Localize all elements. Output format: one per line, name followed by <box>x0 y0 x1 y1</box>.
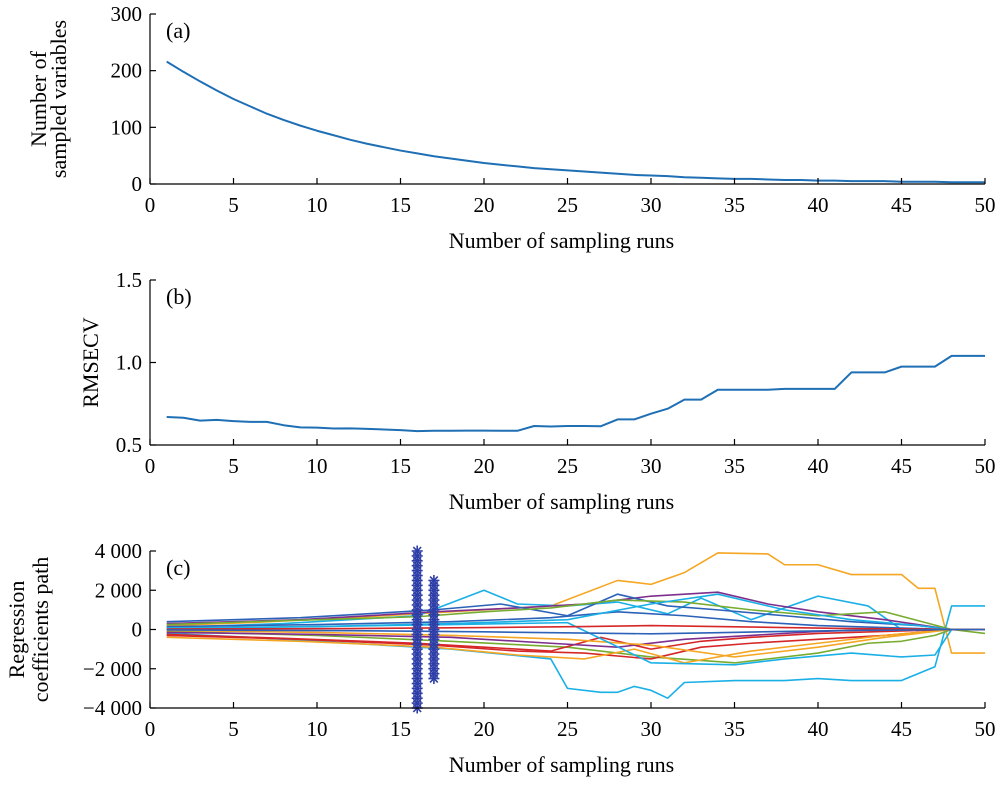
x-tick-label: 10 <box>307 717 328 741</box>
x-tick-label: 20 <box>474 454 495 478</box>
x-tick-label: 5 <box>228 454 239 478</box>
y-tick-label: 0 <box>132 618 143 642</box>
x-tick-label: 5 <box>228 717 239 741</box>
panel-label: (c) <box>166 555 190 580</box>
x-axis-title: Number of sampling runs <box>449 489 674 514</box>
x-tick-label: 25 <box>557 193 578 217</box>
series-line-17 <box>166 628 985 635</box>
panel-label: (a) <box>166 18 190 43</box>
series-line-1 <box>166 60 985 184</box>
y-tick-label: 300 <box>111 2 143 26</box>
x-tick-label: 15 <box>390 454 411 478</box>
x-tick-label: 35 <box>724 717 745 741</box>
y-tick-label: 2 000 <box>95 578 142 602</box>
series-line-8 <box>166 628 985 664</box>
series-group <box>166 354 985 433</box>
y-tick-label: −2 000 <box>83 657 142 681</box>
x-tick-label: 45 <box>891 454 912 478</box>
x-tick-label: 0 <box>145 717 156 741</box>
marker-star-stroke <box>412 546 422 556</box>
x-tick-label: 0 <box>145 193 156 217</box>
series-line-3 <box>166 589 985 631</box>
y-tick-label: −4 000 <box>83 696 142 720</box>
marker-run-1 <box>411 545 423 714</box>
y-tick-label: 100 <box>111 115 143 139</box>
series-line-14 <box>166 628 985 658</box>
marker-star <box>411 545 423 557</box>
panel-a: 0 5 10 15 20 25 30 35 40 45 50 0 100 200 300 Number of … <box>26 2 996 253</box>
series-line-11 <box>166 611 985 631</box>
x-tick-label: 35 <box>724 454 745 478</box>
x-tick-label: 50 <box>975 193 996 217</box>
y-axis-title-line-1: Number of <box>26 50 51 147</box>
x-tick-label: 40 <box>808 193 829 217</box>
x-tick-label: 35 <box>724 193 745 217</box>
series-line-5 <box>166 591 985 631</box>
series-line-1 <box>166 354 985 433</box>
x-tick-label: 30 <box>641 717 662 741</box>
x-tick-label: 10 <box>307 454 328 478</box>
panel-label: (b) <box>166 284 192 309</box>
x-tick-label: 25 <box>557 454 578 478</box>
series-line-4 <box>166 628 986 664</box>
panel-b: 0 5 10 15 20 25 30 35 40 45 50 0.5 1.0 1.5 Number of s… <box>78 268 996 514</box>
x-axis-title: Number of sampling runs <box>449 752 674 777</box>
y-tick-label: 200 <box>111 59 143 83</box>
y-tick-label: 4 000 <box>95 539 142 563</box>
x-tick-label: 0 <box>145 454 156 478</box>
x-tick-label: 40 <box>808 454 829 478</box>
y-tick-label: 1.0 <box>116 351 142 375</box>
x-tick-label: 50 <box>975 717 996 741</box>
y-axis-title-line-1: Regression <box>4 581 29 679</box>
x-tick-label: 45 <box>891 193 912 217</box>
marker-star <box>428 574 440 586</box>
x-tick-label: 15 <box>390 193 411 217</box>
x-tick-label: 25 <box>557 717 578 741</box>
x-axis-title: Number of sampling runs <box>449 228 674 253</box>
y-axis-title-line-2: sampled variables <box>46 20 71 178</box>
y-axis-title-line-1: RMSECV <box>78 317 103 408</box>
y-tick-label: 1.5 <box>116 268 142 292</box>
marker-run-2 <box>428 574 440 685</box>
series-line-15 <box>166 621 985 666</box>
series-group <box>166 60 985 184</box>
y-axis-title-line-2: coefficients path <box>28 557 53 703</box>
series-group <box>166 552 986 699</box>
x-tick-label: 40 <box>808 717 829 741</box>
series-line-9 <box>166 599 985 631</box>
x-tick-label: 30 <box>641 454 662 478</box>
y-tick-label: 0 <box>132 172 143 196</box>
x-tick-label: 20 <box>474 193 495 217</box>
x-tick-label: 50 <box>975 454 996 478</box>
x-tick-label: 15 <box>390 717 411 741</box>
y-tick-label: 0.5 <box>116 433 142 457</box>
x-tick-label: 5 <box>228 193 239 217</box>
marker-star-stroke <box>429 575 439 585</box>
panel-c: 0 5 10 15 20 25 30 35 40 45 50 −4 000 −2 000 0 2 000 4 … <box>4 539 996 777</box>
x-tick-label: 10 <box>307 193 328 217</box>
x-tick-label: 20 <box>474 717 495 741</box>
x-tick-label: 45 <box>891 717 912 741</box>
x-tick-label: 30 <box>641 193 662 217</box>
